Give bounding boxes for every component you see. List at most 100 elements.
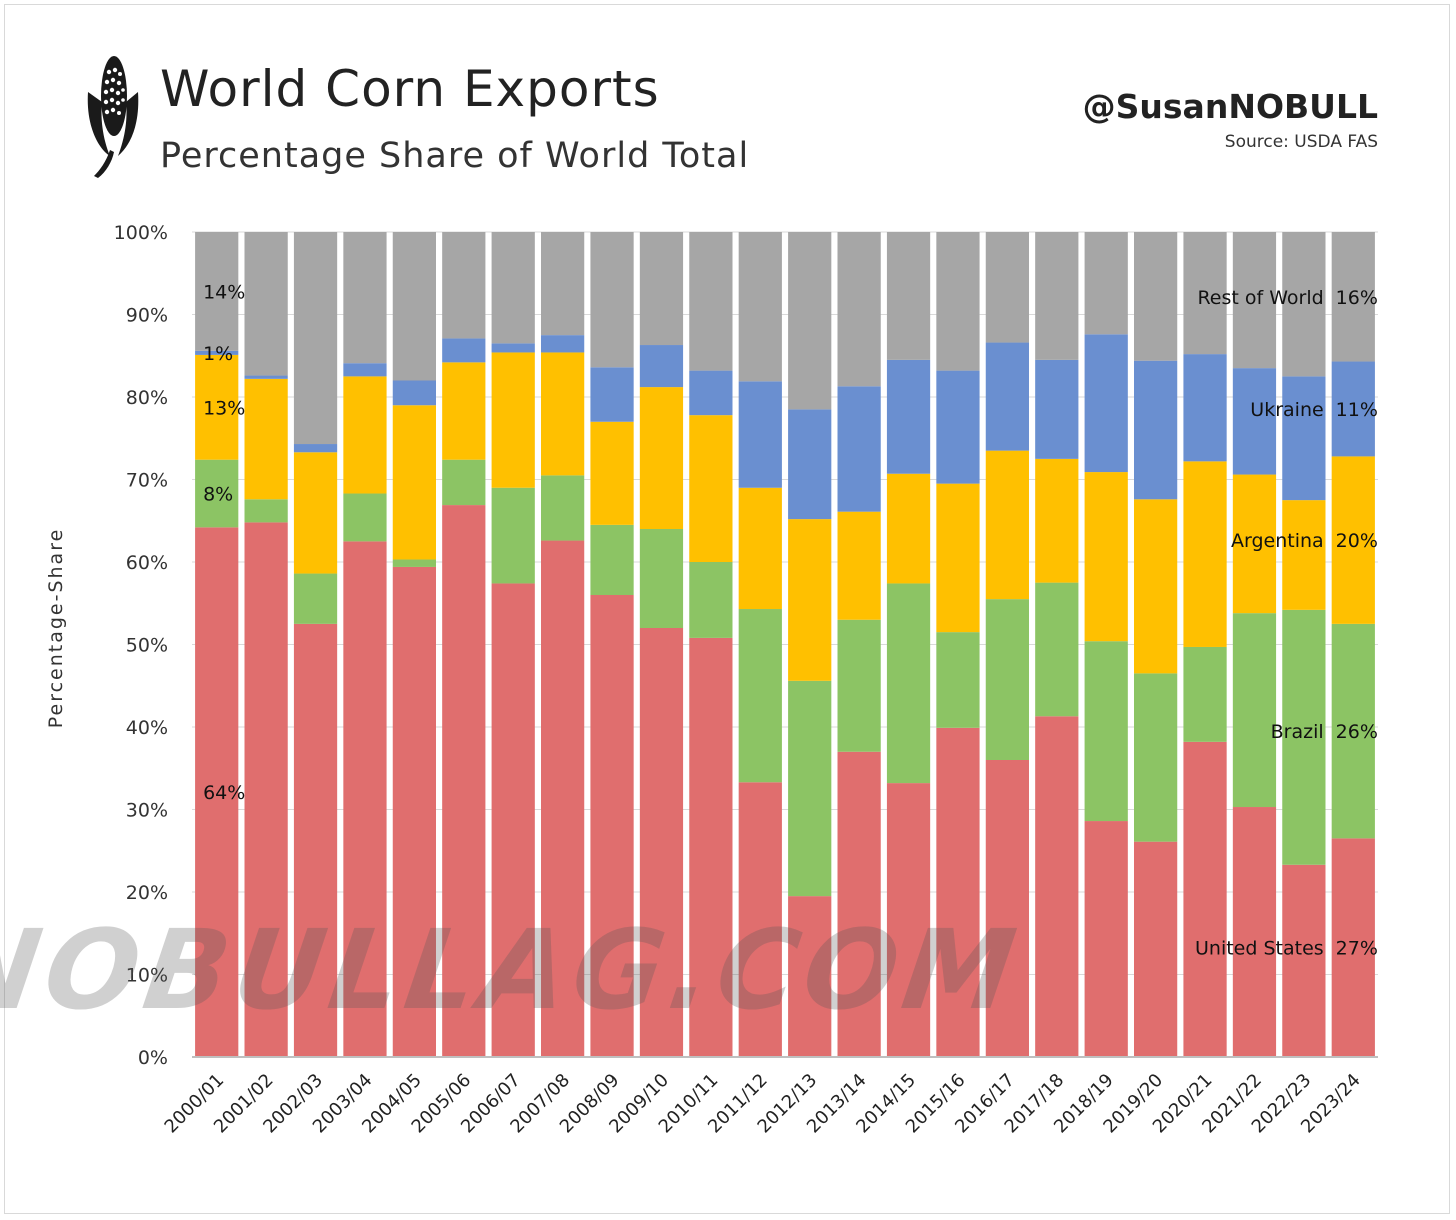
bar-segment: [837, 619, 881, 752]
chart-subtitle: Percentage Share of World Total: [160, 136, 750, 176]
source-note: Source: USDA FAS: [1224, 132, 1378, 152]
bar-segment: [738, 381, 782, 488]
bar-segment: [985, 232, 1029, 343]
bar-segment: [1134, 232, 1178, 361]
corn-cob-icon: [87, 56, 139, 178]
bar-segment: [788, 232, 832, 410]
series-name-label: United States: [1195, 938, 1324, 960]
y-tick-label: 70%: [126, 470, 168, 492]
bar-segment: [1232, 232, 1277, 369]
bar-segment: [244, 232, 288, 376]
y-tick-label: 10%: [126, 965, 168, 987]
bar-segment: [195, 354, 239, 460]
chart-frame: [4, 4, 1450, 1214]
bar-segment: [1134, 360, 1178, 500]
bar-segment: [985, 450, 1029, 600]
bar-segment: [985, 342, 1029, 451]
bar-segment: [293, 623, 338, 1057]
bar-segment: [1183, 741, 1227, 1057]
bar-segment: [689, 562, 733, 638]
data-label: 64%: [203, 782, 245, 804]
bar-segment: [491, 232, 535, 344]
bar-segment: [738, 487, 782, 610]
bar-segment: [689, 415, 733, 562]
bar-segment: [985, 760, 1029, 1057]
bar-segment: [1035, 232, 1079, 360]
bar-segment: [886, 473, 931, 584]
y-tick-label: 90%: [126, 305, 168, 327]
y-tick-label: 60%: [126, 552, 168, 574]
bar-segment: [985, 599, 1029, 760]
bar-segment: [1282, 864, 1326, 1057]
bar-segment: [639, 529, 684, 628]
bar-segment: [738, 782, 782, 1057]
bar-segment: [689, 232, 733, 371]
bar-segment: [195, 527, 239, 1057]
bar-segment: [244, 499, 288, 523]
bar-segment: [491, 352, 535, 488]
bar-segment: [1084, 472, 1128, 642]
bar-segment: [1331, 623, 1375, 839]
bar-segment: [639, 387, 684, 529]
bar-segment: [1134, 841, 1178, 1057]
bar-segment: [1331, 232, 1375, 362]
bar-segment: [689, 637, 733, 1057]
bar-segment: [837, 386, 881, 512]
y-tick-label: 0%: [138, 1047, 168, 1069]
bar-segment: [195, 232, 239, 351]
data-label: 14%: [203, 281, 245, 303]
bar-segment: [590, 232, 634, 368]
bar-segment: [639, 345, 684, 388]
author-handle: @SusanNOBULL: [1082, 87, 1378, 126]
y-tick-label: 20%: [126, 882, 168, 904]
bar-segment: [936, 632, 980, 728]
bar-segment: [936, 232, 980, 371]
bar-segment: [442, 362, 486, 460]
bar-segment: [1035, 582, 1079, 717]
bar-segment: [886, 359, 931, 474]
y-tick-label: 40%: [126, 717, 168, 739]
bar-segment: [738, 232, 782, 382]
bar-segment: [837, 232, 881, 387]
bar-segment: [590, 421, 634, 525]
bar-segment: [1282, 500, 1326, 610]
bar-segment: [837, 751, 881, 1057]
y-tick-label: 100%: [114, 222, 168, 244]
series-name-label: Ukraine: [1250, 399, 1323, 421]
chart-title: World Corn Exports: [160, 60, 660, 118]
bar-segment: [788, 680, 832, 897]
bar-segment: [343, 376, 387, 494]
bar-segment: [1331, 456, 1375, 624]
bar-segment: [293, 452, 338, 574]
bar-segment: [491, 343, 535, 353]
bar-segment: [541, 475, 585, 541]
bar-segment: [788, 409, 832, 520]
bar-segment: [1134, 499, 1178, 674]
bar-segment: [392, 405, 436, 560]
bar-segment: [1282, 232, 1326, 377]
data-label: 20%: [1336, 530, 1378, 552]
bar-segment: [343, 541, 387, 1057]
bar-segment: [442, 338, 486, 363]
bar-segment: [590, 524, 634, 595]
bar-segment: [1282, 609, 1326, 865]
bar-segment: [541, 232, 585, 336]
bar-segment: [639, 232, 684, 346]
bar-segment: [1232, 613, 1277, 808]
y-tick-label: 80%: [126, 387, 168, 409]
series-name-label: Argentina: [1231, 530, 1324, 552]
bar-segment: [788, 896, 832, 1057]
data-label: 8%: [203, 484, 233, 506]
bar-segment: [1183, 646, 1227, 742]
data-label: 13%: [203, 397, 245, 419]
bar-segment: [293, 232, 338, 445]
bar-segment: [343, 232, 387, 364]
bar-segment: [293, 444, 338, 453]
bar-segment: [1084, 821, 1128, 1057]
bar-segment: [1232, 368, 1277, 475]
bar-segment: [1183, 461, 1227, 647]
bar-segment: [442, 232, 486, 339]
bar-segment: [1282, 376, 1326, 501]
bar-segment: [541, 335, 585, 353]
bar-segment: [541, 540, 585, 1057]
